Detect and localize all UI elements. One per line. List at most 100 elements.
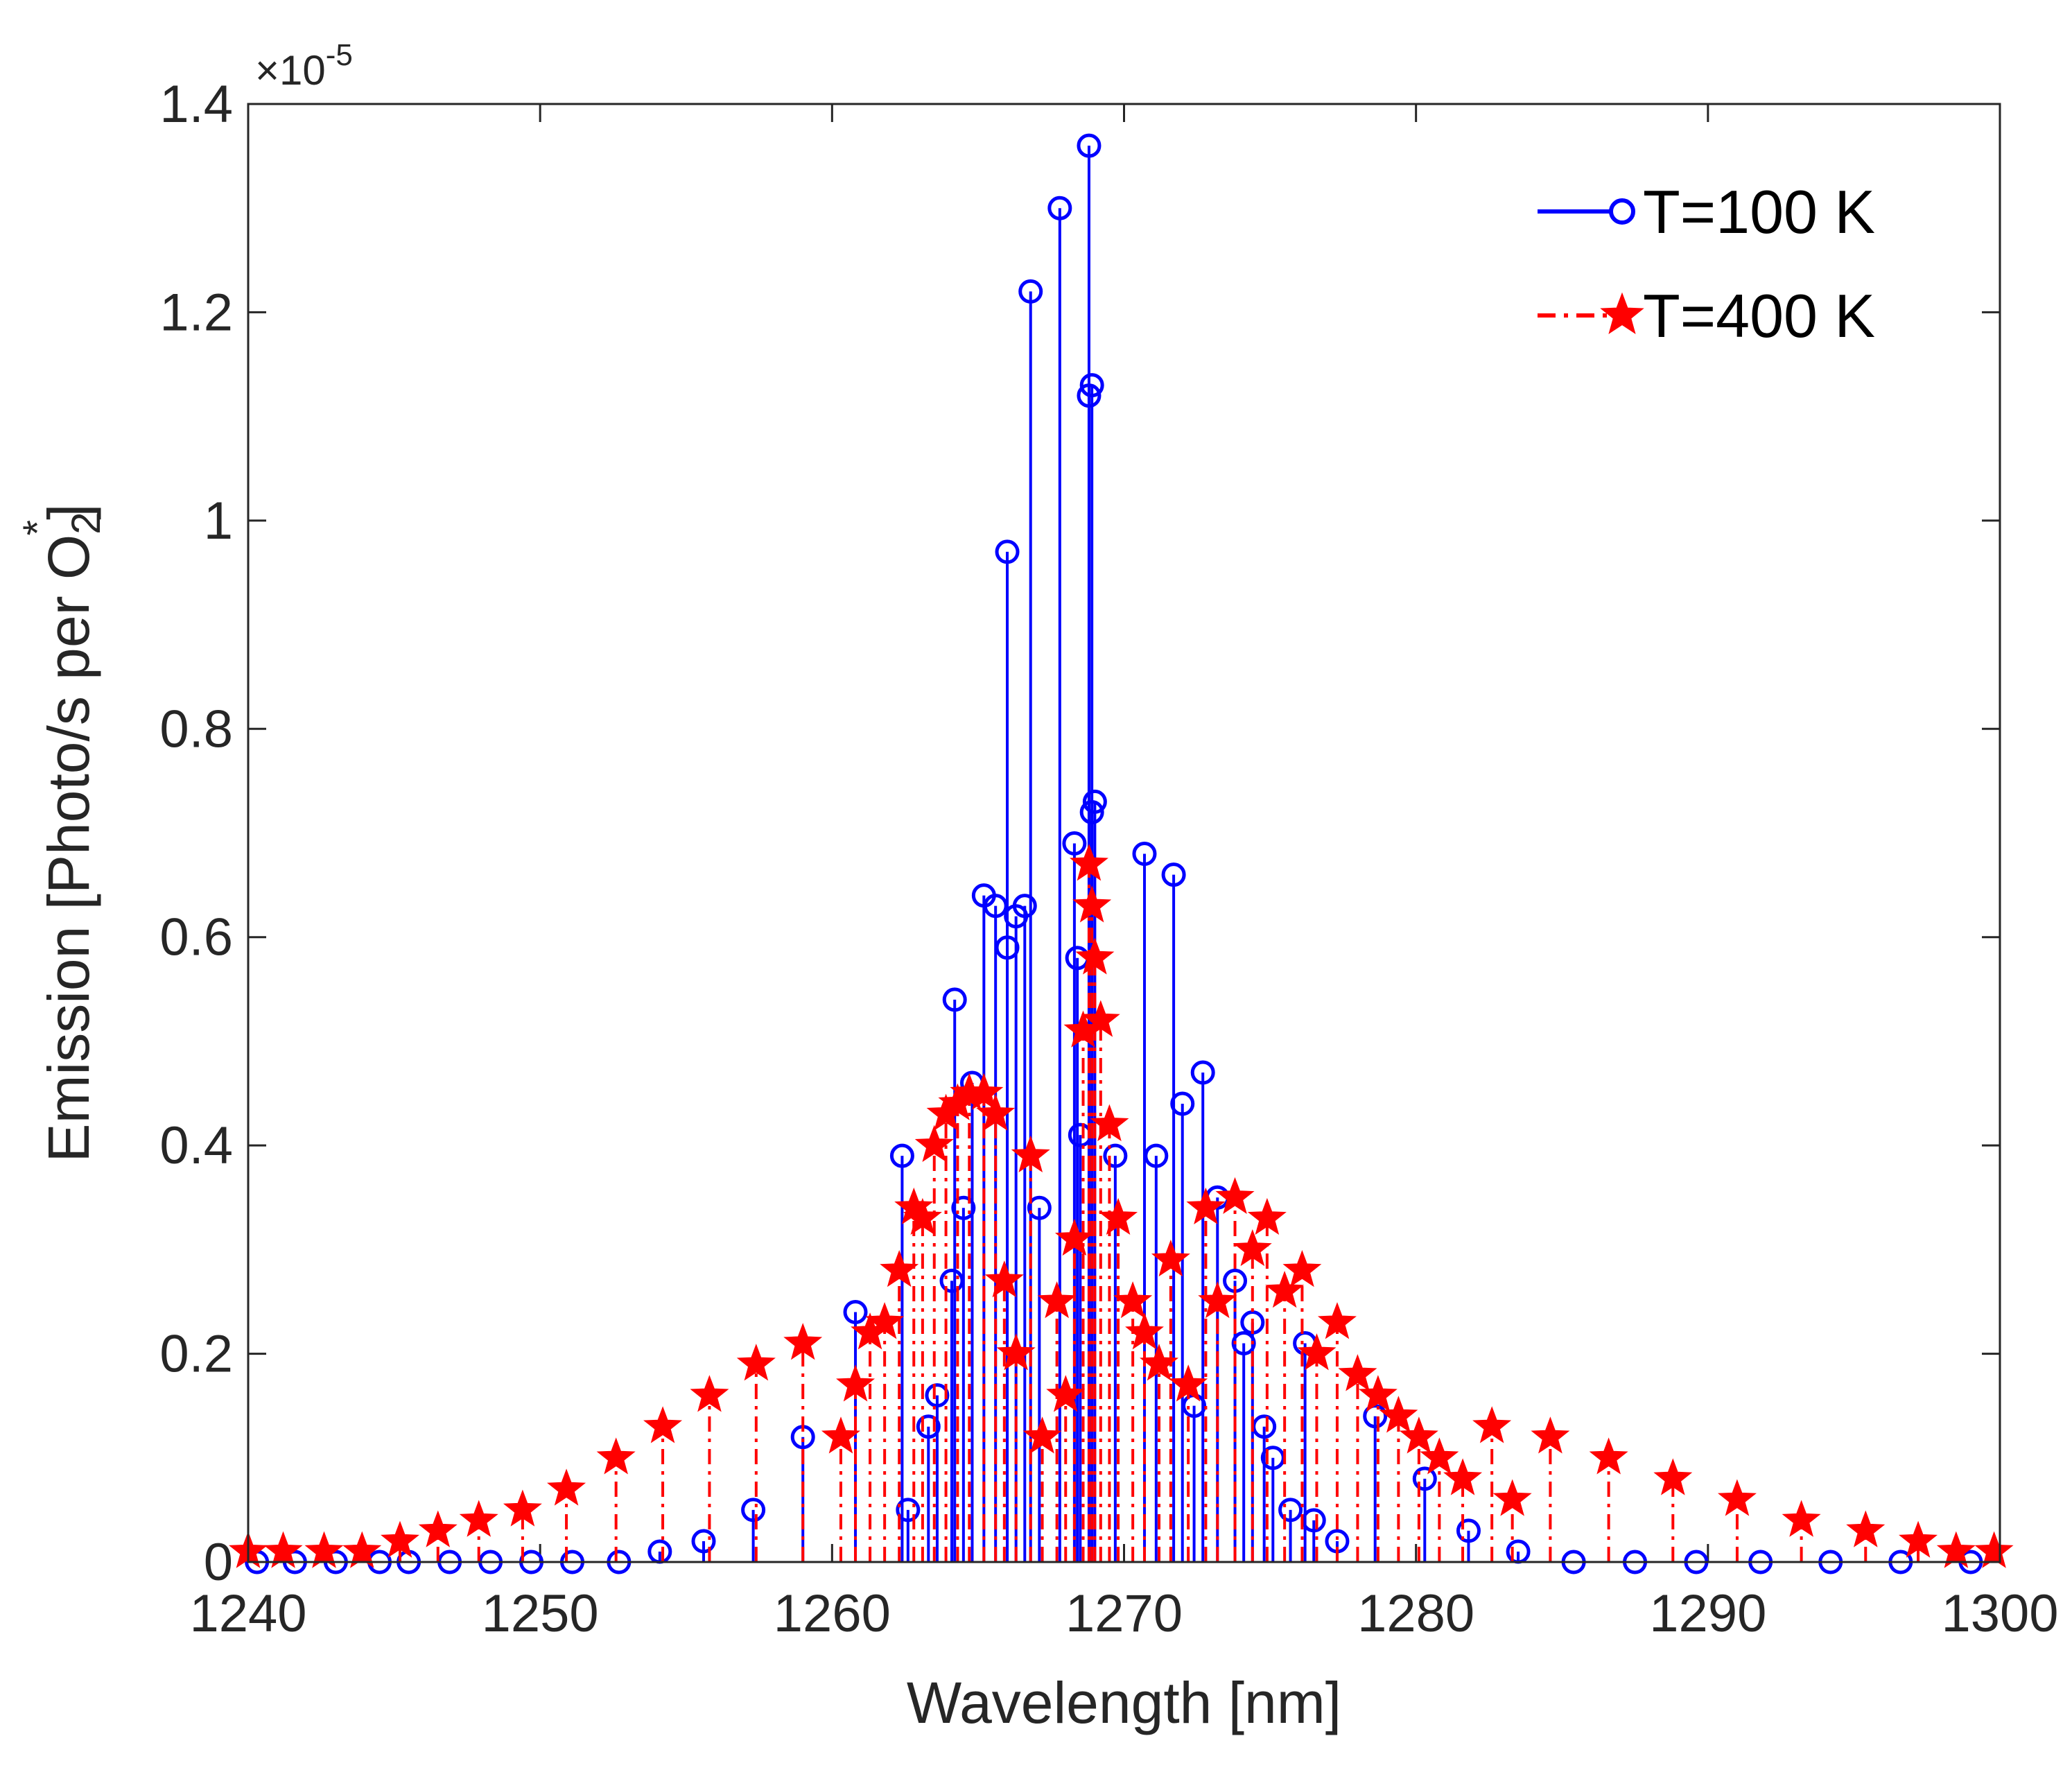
tick-labels: 1240 1250 1260 1270 1280 1290 1300 0 0.2 0.4 0.6 0.…	[159, 75, 2058, 1643]
data-point	[263, 1531, 303, 1568]
x-tick-label: 1300	[1941, 1584, 2058, 1643]
data-point	[304, 1531, 344, 1568]
y-tick-label: 0	[204, 1533, 233, 1592]
x-tick-label: 1280	[1357, 1584, 1474, 1643]
y-exponent-label: ×10-5	[255, 38, 353, 94]
data-point	[1079, 373, 1104, 398]
data-point	[916, 1414, 941, 1439]
data-point	[1081, 1000, 1120, 1037]
data-point	[865, 1302, 905, 1339]
axis-ticks	[247, 103, 2001, 1563]
data-point	[942, 987, 967, 1012]
x-tick-label: 1290	[1649, 1584, 1766, 1643]
legend-label: T=400 K	[1643, 281, 1875, 350]
y-tick-label: 1.2	[159, 283, 233, 342]
data-point	[1169, 1364, 1208, 1402]
data-point	[1472, 1406, 1512, 1443]
data-point	[1012, 894, 1037, 919]
data-point	[1231, 1331, 1256, 1356]
data-point	[1456, 1518, 1481, 1543]
data-point	[1653, 1458, 1693, 1495]
data-point	[976, 1093, 1016, 1131]
data-point	[503, 1489, 542, 1527]
data-point	[925, 1383, 950, 1408]
data-point	[1125, 1312, 1164, 1350]
data-point	[1082, 789, 1107, 814]
data-point	[996, 1333, 1036, 1371]
data-point	[1075, 937, 1115, 975]
x-tick-label: 1250	[482, 1584, 599, 1643]
y-tick-label: 1.4	[159, 75, 233, 134]
data-point	[1077, 383, 1102, 408]
data-point	[1936, 1531, 1976, 1568]
data-point	[1046, 1375, 1086, 1412]
data-point	[1103, 1143, 1128, 1168]
data-point	[984, 1260, 1024, 1298]
data-point	[836, 1364, 876, 1402]
data-point	[691, 1529, 716, 1554]
data-point	[418, 1510, 458, 1547]
data-point	[1140, 1344, 1179, 1381]
data-point	[964, 1073, 1004, 1110]
data-point	[1282, 1249, 1322, 1287]
data-point	[1170, 1091, 1195, 1116]
data-point	[1412, 1466, 1437, 1491]
y-axis-label: Emission [Photo/s per O2*]	[15, 504, 109, 1163]
x-tick-label: 1270	[1065, 1584, 1183, 1643]
data-point	[1037, 1281, 1077, 1319]
data-point	[381, 1520, 419, 1558]
data-point	[1198, 1281, 1237, 1319]
data-point	[596, 1437, 636, 1475]
data-point	[1144, 1143, 1169, 1168]
data-point	[914, 1125, 954, 1162]
data-point	[1492, 1479, 1532, 1516]
axes-frame	[247, 103, 2001, 1563]
data-point	[903, 1197, 942, 1235]
y-tick-label: 0.2	[159, 1325, 233, 1384]
data-point	[1027, 1195, 1052, 1220]
data-point	[1072, 885, 1112, 923]
data-point	[1278, 1498, 1303, 1522]
data-point	[995, 539, 1020, 564]
plot-area	[248, 104, 2000, 1562]
data-point	[951, 1195, 976, 1220]
series-1	[229, 844, 2014, 1568]
legend-marker	[1609, 198, 1635, 225]
legend: T=100 K T=400 K	[1538, 177, 1875, 350]
data-point	[1399, 1416, 1438, 1454]
data-point	[1338, 1354, 1377, 1391]
data-point	[1782, 1500, 1821, 1537]
data-point	[1974, 1531, 2014, 1568]
y-tick-label: 1	[204, 492, 233, 550]
legend-label: T=100 K	[1643, 177, 1875, 246]
legend-marker	[1600, 292, 1644, 335]
data-point	[1589, 1437, 1628, 1475]
data-point	[547, 1468, 586, 1506]
data-point	[1717, 1479, 1757, 1516]
data-point	[1379, 1396, 1418, 1433]
data-point	[1077, 133, 1102, 158]
data-point	[1099, 1197, 1138, 1235]
data-point	[1443, 1458, 1483, 1495]
data-point	[896, 1498, 921, 1522]
data-point	[1161, 862, 1186, 887]
data-point	[1069, 844, 1108, 881]
x-tick-label: 1240	[189, 1584, 306, 1643]
data-point	[1018, 279, 1043, 304]
data-point	[1151, 1239, 1190, 1277]
y-tick-label: 0.6	[159, 908, 233, 967]
data-point	[1265, 1270, 1305, 1308]
data-point	[1846, 1510, 1886, 1547]
data-point	[1215, 1177, 1255, 1215]
y-tick-label: 0.8	[159, 700, 233, 758]
data-point	[1317, 1302, 1357, 1339]
data-point	[1113, 1281, 1153, 1319]
data-point	[1090, 1104, 1129, 1141]
data-point	[1047, 196, 1072, 220]
data-point	[1531, 1416, 1570, 1454]
data-point	[889, 1143, 914, 1168]
y-tick-label: 0.4	[159, 1116, 233, 1175]
data-point	[1190, 1060, 1215, 1085]
data-point	[1062, 831, 1087, 856]
